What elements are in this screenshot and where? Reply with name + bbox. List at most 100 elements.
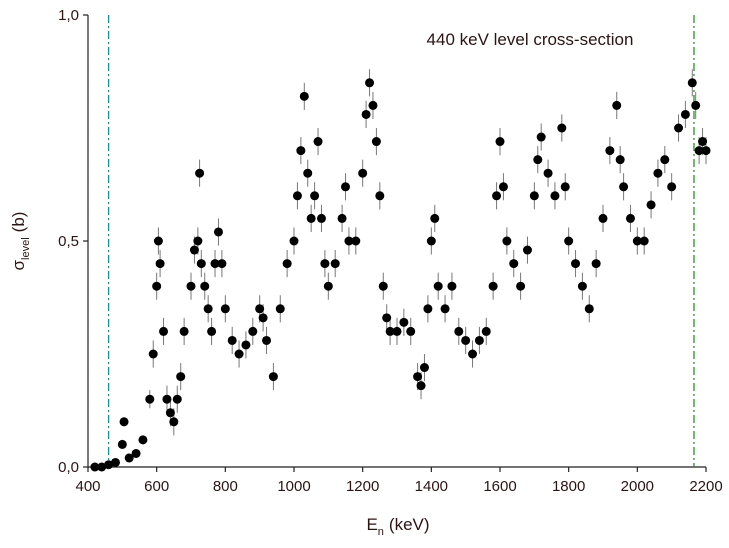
x-tick-label: 2000 [621,478,654,495]
data-point [416,381,426,391]
data-point [179,326,189,336]
data-point [543,168,553,178]
data-point [612,100,622,110]
data-point [691,100,701,110]
x-label-symbol: E [366,515,377,534]
data-point [189,245,199,255]
data-point [320,259,330,269]
y-tick-label: 0,0 [58,459,79,476]
data-point [97,462,107,472]
data-point [378,281,388,291]
data-point [351,236,361,246]
data-point [296,146,306,156]
data-point [653,168,663,178]
data-point [495,137,505,147]
x-tick-label: 800 [213,478,238,495]
data-point [337,213,347,223]
data-point [169,417,179,427]
data-point [210,259,220,269]
data-point [90,462,100,472]
data-point [241,340,251,350]
data-point [413,372,423,382]
data-point [292,191,302,201]
annotation: 440 keV level cross-section [427,30,634,49]
x-tick-label: 1200 [346,478,379,495]
data-point [176,372,186,382]
data-point [119,417,129,427]
x-tick-label: 600 [144,478,169,495]
data-point [533,155,543,165]
x-tick-label: 400 [75,478,100,495]
data-point [698,137,708,147]
data-point [481,326,491,336]
data-point [186,281,196,291]
data-point [667,182,677,192]
data-point [217,259,227,269]
data-point [694,146,704,156]
data-point [461,335,471,345]
data-point [674,123,684,133]
data-point [498,182,508,192]
data-point [598,213,608,223]
x-tick-label: 1000 [277,478,310,495]
data-point [454,326,464,336]
data-point [426,236,436,246]
data-point [193,236,203,246]
data-point [148,349,158,359]
data-point [509,259,519,269]
data-point [536,132,546,142]
y-tick-label: 1,0 [58,7,79,24]
data-point [344,236,354,246]
data-point [162,394,172,404]
data-point [341,182,350,192]
data-point [306,213,316,223]
data-point [419,363,429,373]
data-point [447,281,457,291]
data-point [110,457,120,467]
data-point [522,245,532,255]
data-point [430,213,440,223]
data-point [220,304,230,314]
data-point [560,182,570,192]
data-point [152,281,162,291]
data-point [234,349,244,359]
data-point [195,168,205,178]
data-point [385,326,395,336]
data-point [701,146,711,156]
data-point [564,236,574,246]
data-point [615,155,625,165]
data-point [433,281,443,291]
data-point [124,453,134,463]
data-point [516,281,526,291]
data-point [262,335,272,345]
data-point [584,304,594,314]
data-point [619,182,629,192]
data-point [680,109,690,119]
data-point [313,137,323,147]
data-point [399,317,409,327]
data-point [358,168,368,178]
data-point [207,326,217,336]
data-point [632,236,642,246]
data-point [303,168,313,178]
y-label-symbol: σ [9,259,28,270]
x-label-subscript: n [378,526,384,538]
data-point [639,236,649,246]
data-point [502,236,512,246]
data-point [371,137,381,147]
data-point [625,213,635,223]
x-label-unit: (keV) [389,515,430,534]
data-point [492,191,502,201]
data-point [131,448,141,458]
data-point [200,281,210,291]
data-point [165,408,175,418]
x-tick-label: 2200 [689,478,722,495]
data-point [104,460,114,470]
data-point [258,313,268,323]
data-point [275,304,285,314]
data-point [382,313,392,323]
data-point [368,100,378,110]
data-point [474,335,484,345]
data-point [323,281,333,291]
